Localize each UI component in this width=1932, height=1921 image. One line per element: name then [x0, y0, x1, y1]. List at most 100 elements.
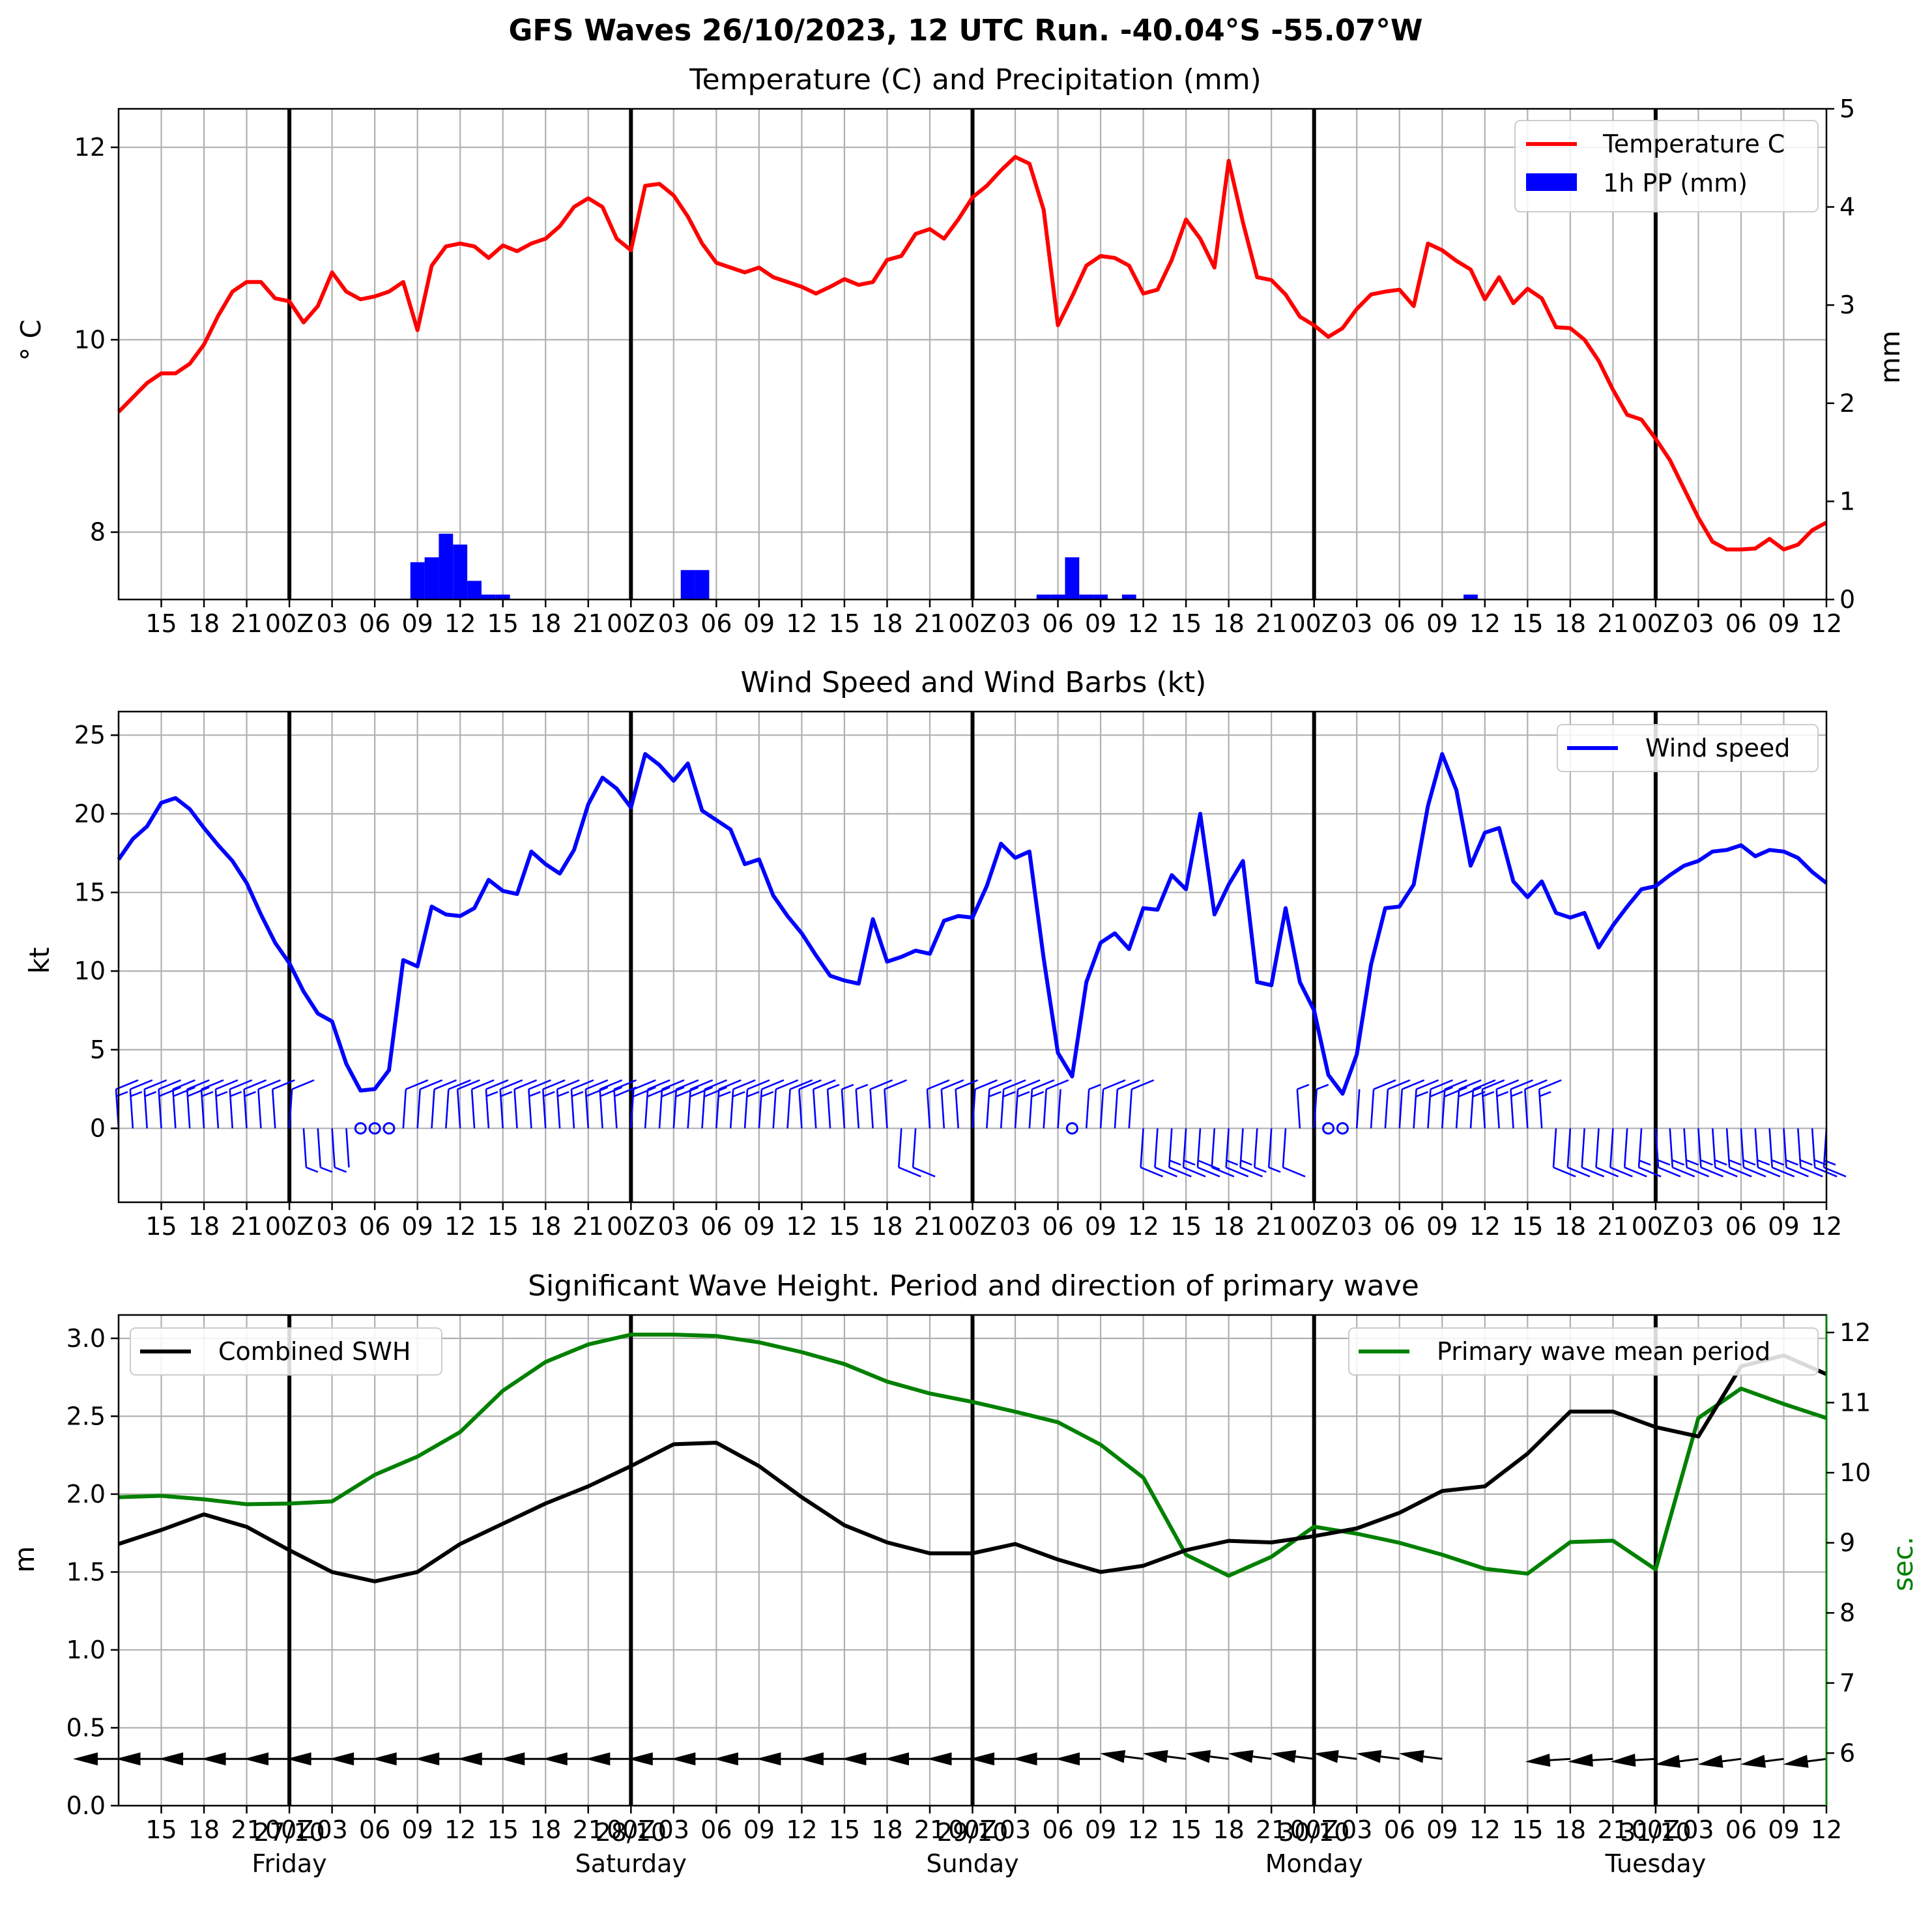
- wind-barb-feather: [647, 1079, 670, 1090]
- wind-barb-staff: [758, 1089, 763, 1129]
- wind-barb-half-feather: [320, 1166, 333, 1173]
- wind-barb-feather: [244, 1079, 267, 1090]
- wind-barb-feather: [884, 1079, 907, 1090]
- temp-xtick-label: 03: [316, 609, 347, 638]
- wind-barb-half-feather: [988, 1091, 1002, 1097]
- temp-xtick-label: 18: [188, 609, 220, 638]
- wind-barb-feather: [1373, 1079, 1396, 1090]
- wind-barb-feather: [500, 1079, 523, 1090]
- temp-y2tick-label: 3: [1839, 291, 1855, 319]
- wind-barb-half-feather: [244, 1091, 257, 1097]
- wave-direction-arrow: [756, 1752, 802, 1766]
- wind-barb-half-feather: [1031, 1091, 1045, 1097]
- wind-barb-staff: [1595, 1128, 1600, 1168]
- wave-direction-arrow: [1525, 1754, 1570, 1767]
- wind-barb-staff: [402, 1089, 407, 1129]
- wind-barb-staff: [1296, 1089, 1301, 1129]
- wind-barb-staff: [1566, 1128, 1572, 1168]
- wave-xtick-label: 00Z: [1290, 1815, 1338, 1844]
- wind-barb-feather: [1757, 1166, 1781, 1177]
- wave-arrow-head: [798, 1752, 824, 1766]
- wind-barb-feather: [158, 1086, 182, 1097]
- wind-barb-feather: [1046, 1079, 1069, 1090]
- wind-xtick-label: 15: [1512, 1212, 1543, 1241]
- wind-barb-staff: [1754, 1128, 1759, 1168]
- wave-arrow-head: [1740, 1755, 1766, 1768]
- wave-xtick-label: 06: [700, 1815, 732, 1844]
- wave-xtick-label: 18: [188, 1815, 220, 1844]
- wind-xtick-label: 09: [1426, 1212, 1458, 1241]
- wind-barb-half-feather: [334, 1166, 347, 1173]
- wave-arrow-head: [585, 1752, 611, 1766]
- wind-barb-feather: [1823, 1166, 1847, 1177]
- wind-barb-half-feather: [747, 1091, 760, 1097]
- wind-barb-feather: [1482, 1079, 1505, 1090]
- wind-barb-feather: [941, 1079, 964, 1090]
- wind-xtick-label: 09: [1085, 1212, 1116, 1241]
- wind-barb-feather: [130, 1079, 153, 1090]
- day-name-label: Tuesday: [1605, 1849, 1707, 1878]
- wind-barb-feather: [1430, 1079, 1453, 1090]
- wave-xtick-label: 06: [359, 1815, 390, 1844]
- wind-barb-staff: [1740, 1128, 1745, 1168]
- wind-barb-half-feather: [856, 1084, 869, 1090]
- wind-barb-staff: [317, 1128, 322, 1168]
- wave-xtick-label: 06: [1725, 1815, 1757, 1844]
- wind-barb-staff: [1000, 1089, 1005, 1129]
- wind-barb-staff: [1669, 1128, 1674, 1168]
- precip-legend-label: 1h PP (mm): [1603, 169, 1748, 197]
- wind-barb-feather: [457, 1079, 480, 1090]
- wind-barb-feather: [1638, 1166, 1662, 1177]
- wind-barb-feather: [747, 1079, 770, 1090]
- wind-barb-staff: [302, 1128, 308, 1168]
- figure-suptitle: GFS Waves 26/10/2023, 12 UTC Run. -40.04…: [508, 13, 1422, 48]
- wave-xtick-label: 06: [1042, 1815, 1073, 1844]
- wind-barb-staff: [884, 1089, 888, 1129]
- wave-xtick-label: 15: [829, 1815, 860, 1844]
- wind-ytick-label: 10: [74, 957, 106, 985]
- wave-xtick-label: 18: [1555, 1815, 1586, 1844]
- wind-barb-feather: [1197, 1166, 1220, 1177]
- wave-arrow-head: [970, 1752, 995, 1766]
- precip-bar: [1050, 594, 1065, 599]
- wind-barb-feather: [1031, 1079, 1055, 1090]
- wave-direction-arrow: [1271, 1750, 1314, 1763]
- wind-barb-half-feather: [1496, 1091, 1509, 1097]
- wind-xtick-label: 03: [1000, 1212, 1031, 1241]
- wind-barb-feather: [1658, 1166, 1681, 1177]
- wind-barb-staff: [1384, 1089, 1389, 1129]
- wind-panel-title: Wind Speed and Wind Barbs (kt): [741, 666, 1207, 699]
- wave-direction-arrows: [73, 1750, 1827, 1768]
- temp-xtick-label: 06: [1384, 609, 1415, 638]
- wave-direction-arrow: [1568, 1754, 1613, 1767]
- temp-xtick-label: 15: [1170, 609, 1202, 638]
- wave-xtick-label: 12: [1469, 1815, 1501, 1844]
- wave-arrow-head: [201, 1752, 226, 1766]
- wind-barb-feather: [1596, 1166, 1619, 1177]
- wind-barb-staff: [743, 1089, 749, 1129]
- wind-barb-feather: [704, 1079, 728, 1090]
- wind-barb-half-feather: [1316, 1084, 1329, 1090]
- wind-speed-line: [117, 752, 1828, 1096]
- wind-barb-staff: [1552, 1128, 1557, 1168]
- wind-barb-staff: [715, 1089, 720, 1129]
- temp-ytick-label: 12: [74, 133, 106, 162]
- wind-barb-staff: [1725, 1128, 1731, 1168]
- wind-barb-staff: [1099, 1089, 1104, 1129]
- wind-barb-staff: [1797, 1128, 1802, 1168]
- wind-barb-staff: [955, 1089, 959, 1129]
- wind-barb-feather: [1402, 1079, 1425, 1090]
- wind-barb-feather: [870, 1079, 893, 1090]
- wind-barb-feather: [613, 1086, 637, 1097]
- wind-barb-staff: [1370, 1089, 1375, 1129]
- temp-xtick-label: 12: [1469, 609, 1501, 638]
- wind-barb-half-feather: [827, 1084, 840, 1090]
- wind-barb-staff: [1140, 1128, 1144, 1168]
- wind-barb-feather: [704, 1086, 728, 1097]
- wave-xtick-label: 12: [444, 1815, 476, 1844]
- wind-barb-half-feather: [1786, 1159, 1798, 1166]
- wave-xtick-label: 18: [871, 1815, 902, 1844]
- wind-barb-staff: [456, 1089, 461, 1129]
- wind-barb-feather: [790, 1079, 813, 1090]
- wave-direction-arrow: [115, 1752, 162, 1766]
